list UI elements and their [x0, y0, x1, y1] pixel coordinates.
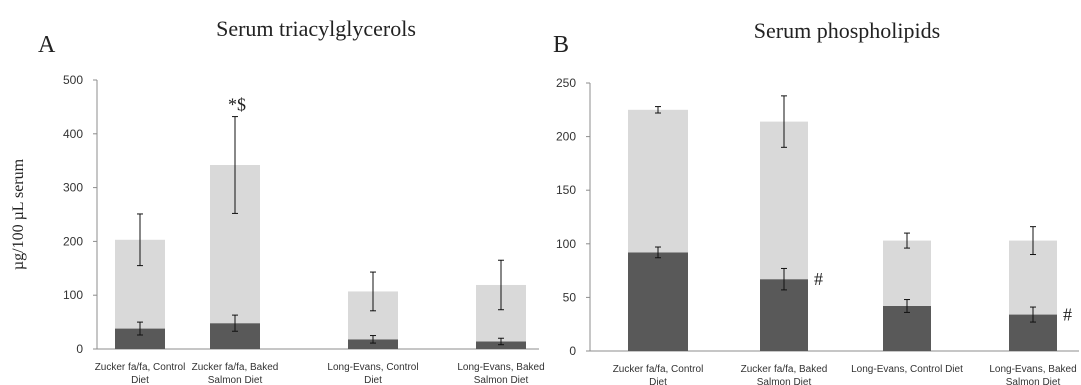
panel-label: B [553, 32, 569, 58]
x-tick-label: Long-Evans, Control [327, 362, 418, 373]
chart-title: Serum triacylglycerols [216, 16, 416, 41]
x-tick-label: Zucker fa/fa, Baked [192, 362, 279, 373]
x-tick-label: Diet [364, 375, 382, 385]
bar-series-1 [628, 252, 688, 351]
bar-series-1 [760, 279, 808, 351]
annotation: # [1063, 305, 1072, 325]
chart-title: Serum phospholipids [754, 18, 940, 43]
y-tick-label: 400 [63, 127, 83, 141]
bar-series-1 [115, 328, 165, 349]
x-tick-label: Zucker fa/fa, Baked [741, 364, 828, 375]
bar-series-2 [760, 121, 808, 280]
y-tick-label: 50 [563, 290, 577, 304]
x-tick-label: Zucker fa/fa, Control [95, 362, 186, 373]
chart-panel-a: Serum triacylglycerols Aµg/100 µL serum 0 1… [10, 16, 545, 385]
y-tick-label: 300 [63, 181, 83, 195]
x-tick-label: Salmon Diet [208, 375, 263, 385]
y-tick-label: 500 [63, 73, 83, 87]
y-tick-label: 100 [556, 237, 576, 251]
x-tick-label: Salmon Diet [757, 377, 812, 385]
bar-series-2 [883, 240, 931, 306]
x-tick-label: Diet [131, 375, 149, 385]
panel-label: A [38, 32, 56, 58]
bar-series-1 [883, 305, 931, 351]
y-tick-label: 0 [569, 344, 576, 358]
x-tick-label: Long-Evans, Baked [457, 362, 544, 373]
x-tick-label: Salmon Diet [1006, 377, 1061, 385]
annotation: # [814, 269, 823, 289]
bar-series-1 [348, 339, 398, 349]
x-tick-label: Long-Evans, Control Diet [851, 364, 963, 375]
bar-series-2 [628, 109, 688, 253]
y-tick-label: 100 [63, 288, 83, 302]
y-axis-label: µg/100 µL serum [10, 158, 27, 270]
y-tick-label: 150 [556, 183, 576, 197]
x-tick-label: Diet [649, 377, 667, 385]
x-tick-label: Long-Evans, Baked [989, 364, 1076, 375]
x-tick-label: Salmon Diet [474, 375, 529, 385]
y-tick-label: 250 [556, 76, 576, 90]
annotation: *$ [228, 95, 246, 115]
x-tick-label: Zucker fa/fa, Control [613, 364, 704, 375]
y-tick-label: 200 [556, 130, 576, 144]
y-tick-label: 200 [63, 234, 83, 248]
chart-panel-b: Serum phospholipids B 0 50 100 150 200 250 Zucke… [553, 18, 1079, 385]
bar-series-1 [476, 341, 526, 349]
y-tick-label: 0 [76, 342, 83, 356]
